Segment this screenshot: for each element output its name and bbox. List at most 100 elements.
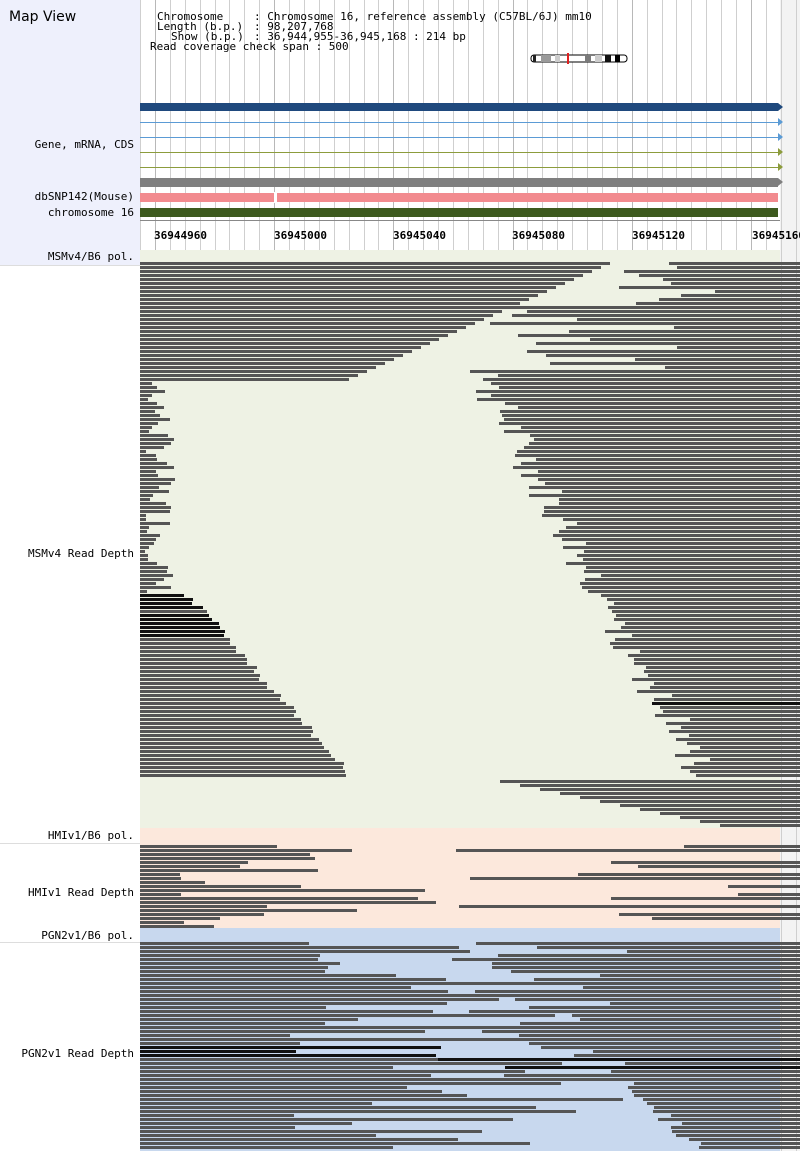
- read-segment: [140, 382, 153, 385]
- read-segment: [140, 458, 157, 461]
- read-segment: [690, 750, 800, 753]
- read-segment: [140, 618, 212, 621]
- arrow-right-icon: [778, 118, 783, 126]
- read-segment: [563, 546, 800, 549]
- chromosome-ideogram-icon[interactable]: [529, 52, 629, 64]
- read-segment: [687, 742, 800, 745]
- gene-gray-bar[interactable]: [140, 178, 778, 187]
- read-segment: [140, 998, 500, 1001]
- read-segment: [140, 694, 281, 697]
- read-segment: [458, 905, 800, 908]
- read-segment: [140, 638, 230, 641]
- read-segment: [140, 658, 248, 661]
- read-segment: [140, 522, 170, 525]
- read-segment: [689, 1138, 800, 1141]
- read-segment: [610, 642, 800, 645]
- read-segment: [140, 1082, 561, 1085]
- read-segment: [140, 286, 556, 289]
- read-segment: [565, 562, 800, 565]
- read-segment: [140, 770, 346, 773]
- snp-gap: [274, 192, 277, 203]
- read-segment: [611, 897, 800, 900]
- read-segment: [495, 306, 800, 309]
- read-segment: [699, 1146, 800, 1149]
- track-label-pgn-depth: PGN2v1 Read Depth: [21, 1047, 134, 1060]
- read-segment: [538, 470, 800, 473]
- read-segment: [140, 334, 448, 337]
- mrna-line-1[interactable]: [140, 122, 778, 123]
- read-segment: [588, 590, 800, 593]
- read-segment: [140, 1066, 393, 1069]
- read-segment: [600, 800, 800, 803]
- read-segment: [140, 394, 152, 397]
- read-segment: [490, 382, 800, 385]
- read-segment: [565, 526, 800, 529]
- chromosome-bar[interactable]: [140, 208, 778, 217]
- read-segment: [140, 758, 335, 761]
- read-segment: [700, 1142, 800, 1145]
- read-segment: [614, 618, 800, 621]
- read-segment: [677, 266, 800, 269]
- read-segment: [534, 438, 800, 441]
- read-segment: [140, 650, 236, 653]
- track-label-hmi-pol: HMIv1/B6 pol.: [47, 829, 134, 842]
- read-segment: [672, 694, 800, 697]
- read-segment: [140, 630, 225, 633]
- mrna-line-2[interactable]: [140, 137, 778, 138]
- read-segment: [499, 422, 800, 425]
- read-segment: [519, 1034, 800, 1037]
- read-segment: [140, 921, 184, 924]
- read-segment: [140, 370, 367, 373]
- read-segment: [140, 702, 286, 705]
- read-segment: [469, 877, 800, 880]
- read-segment: [140, 474, 159, 477]
- read-segment: [140, 498, 150, 501]
- read-segment: [651, 702, 800, 705]
- read-segment: [140, 881, 205, 884]
- read-segment: [140, 570, 168, 573]
- cds-line-2[interactable]: [140, 167, 778, 168]
- cds-line-1[interactable]: [140, 152, 778, 153]
- read-segment: [140, 1090, 443, 1093]
- read-segment: [684, 845, 800, 848]
- read-segment: [523, 446, 800, 449]
- read-segment: [634, 658, 800, 661]
- read-segment: [510, 970, 800, 973]
- read-segment: [140, 634, 225, 637]
- read-segment: [438, 1058, 800, 1061]
- read-segment: [526, 350, 800, 353]
- read-segment: [700, 820, 800, 823]
- read-segment: [140, 326, 466, 329]
- read-segment: [645, 666, 800, 669]
- read-segment: [140, 430, 149, 433]
- read-segment: [668, 262, 800, 265]
- read-segment: [140, 897, 418, 900]
- read-segment: [537, 478, 800, 481]
- read-segment: [140, 674, 260, 677]
- read-segment: [140, 514, 147, 517]
- read-segment: [140, 762, 345, 765]
- read-segment: [545, 482, 800, 485]
- read-segment: [652, 917, 800, 920]
- read-segment: [140, 1106, 536, 1109]
- read-segment: [499, 386, 800, 389]
- gene-bar[interactable]: [140, 103, 778, 111]
- read-segment: [640, 808, 800, 811]
- read-segment: [738, 893, 800, 896]
- read-segment: [680, 816, 800, 819]
- dbsnp-bar[interactable]: [140, 193, 778, 202]
- read-segment: [140, 1030, 426, 1033]
- info-length-key: Length (b.p.): [157, 20, 244, 33]
- arrow-right-icon: [778, 133, 783, 141]
- read-segment: [580, 796, 800, 799]
- read-segment: [577, 522, 800, 525]
- read-segment: [699, 746, 800, 749]
- page-title: Map View: [9, 9, 77, 25]
- read-segment: [504, 418, 800, 421]
- read-segment: [715, 290, 800, 293]
- read-segment: [140, 913, 264, 916]
- read-segment: [140, 893, 181, 896]
- read-segment: [140, 282, 565, 285]
- read-segment: [140, 889, 425, 892]
- read-segment: [469, 370, 800, 373]
